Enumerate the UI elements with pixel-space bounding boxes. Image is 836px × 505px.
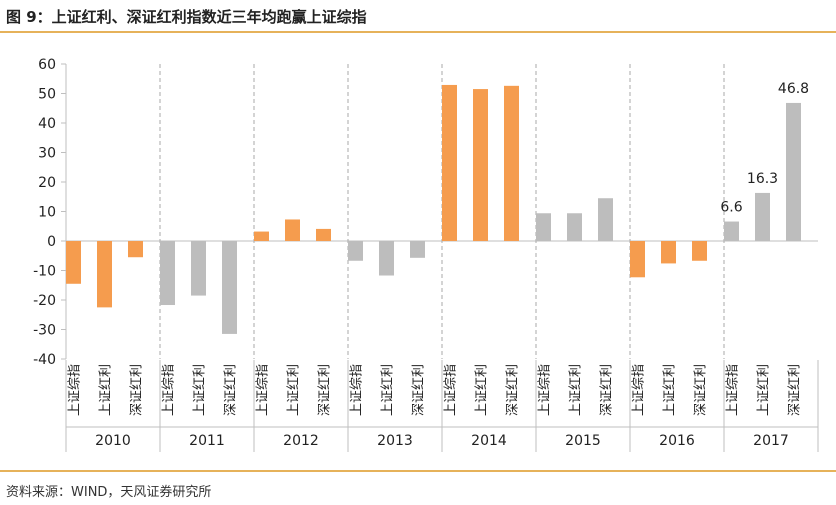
bar-2016-3 [692,241,707,261]
category-label: 深证红利 [129,364,145,416]
category-label: 上证综指 [256,364,271,416]
y-tick-label: 60 [38,57,56,73]
bar-2010-3 [128,241,143,258]
year-label: 2010 [95,433,131,449]
category-label: 深证红利 [411,364,427,416]
bar-2015-1 [536,213,551,241]
category-label: 上证红利 [662,364,678,416]
footer-divider [0,470,836,472]
source-note: 资料来源：WIND，天风证券研究所 [6,485,212,500]
category-label: 深证红利 [787,364,803,416]
bar-2014-1 [442,84,457,241]
bar-2011-3 [222,241,237,334]
bar-2017-1 [724,221,739,241]
category-label: 上证综指 [350,364,365,416]
bar-2015-3 [598,198,613,241]
y-tick-label: -30 [33,323,56,339]
category-label: 上证红利 [568,364,584,416]
category-label: 上证综指 [162,364,177,416]
year-label: 2017 [753,433,789,449]
bar-2011-2 [191,241,206,296]
category-label: 上证综指 [632,364,647,416]
year-label: 2016 [659,433,695,449]
bar-2012-1 [254,231,269,241]
y-tick-label: 30 [38,146,56,162]
title-divider [0,31,836,33]
category-label: 上证红利 [756,364,772,416]
y-tick-label: 20 [38,175,56,191]
bar-2012-3 [316,228,331,241]
bar-2016-2 [661,241,676,264]
year-label: 2014 [471,433,507,449]
y-tick-label: -20 [33,293,56,309]
category-label: 上证红利 [286,364,302,416]
y-tick-label: -10 [33,264,56,280]
category-label: 上证红利 [380,364,396,416]
bar-2016-1 [630,241,645,278]
category-label: 上证红利 [474,364,490,416]
bar-2010-1 [66,241,81,284]
category-label: 深证红利 [223,364,239,416]
bar-2012-2 [285,219,300,241]
bar-2013-2 [379,241,394,276]
bar-2014-2 [473,89,488,241]
year-label: 2011 [189,433,225,449]
y-tick-label: 50 [38,87,56,103]
category-label: 深证红利 [505,364,521,416]
category-label: 上证综指 [726,364,741,416]
y-tick-label: -40 [33,352,56,368]
category-label: 深证红利 [693,364,709,416]
year-label: 2012 [283,433,319,449]
data-label: 16.3 [747,171,778,187]
bar-2010-2 [97,241,112,308]
bar-2011-1 [160,241,175,306]
y-tick-label: 0 [47,234,56,250]
category-label: 上证红利 [192,364,208,416]
category-label: 深证红利 [599,364,615,416]
data-label: 46.8 [778,81,809,97]
category-label: 上证综指 [538,364,553,416]
bar-2017-3 [786,102,801,241]
bar-2013-3 [410,241,425,258]
year-label: 2015 [565,433,601,449]
chart-title: 图 9：上证红利、深证红利指数近三年均跑赢上证综指 [6,8,367,26]
year-label: 2013 [377,433,413,449]
bar-2017-2 [755,192,770,241]
bar-2015-2 [567,213,582,241]
category-label: 上证综指 [68,364,83,416]
category-label: 上证红利 [98,364,114,416]
data-label: 6.6 [720,200,742,216]
y-tick-label: 40 [38,116,56,132]
category-label: 上证综指 [444,364,459,416]
y-tick-label: 10 [38,205,56,221]
category-label: 深证红利 [317,364,333,416]
bar-2013-1 [348,241,363,261]
bar-2014-3 [504,85,519,241]
